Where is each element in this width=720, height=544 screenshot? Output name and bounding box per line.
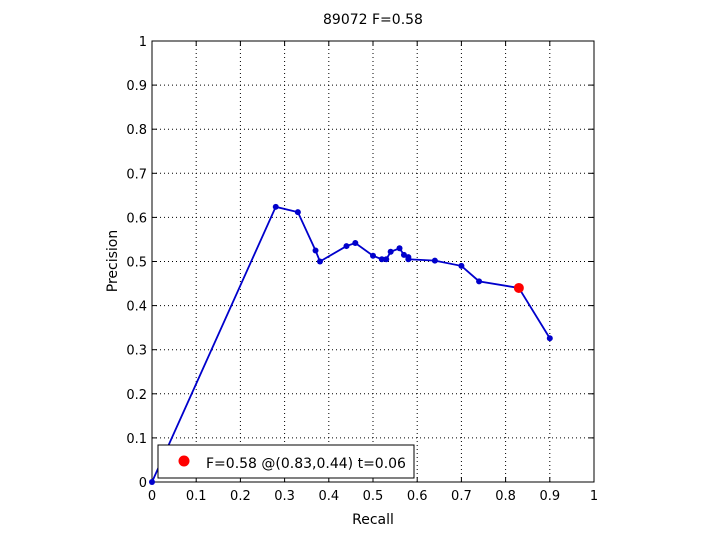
x-tick-label: 0.2 xyxy=(230,489,251,504)
pr-point xyxy=(378,256,385,263)
pr-point xyxy=(149,479,155,485)
y-axis-label: Precision xyxy=(105,230,121,292)
pr-point xyxy=(312,247,319,254)
pr-point xyxy=(396,245,403,252)
y-tick-label: 0.8 xyxy=(126,123,147,138)
best-f-point xyxy=(513,282,524,293)
x-tick-label: 1 xyxy=(590,489,598,504)
y-tick-label: 0.9 xyxy=(126,79,147,94)
legend: F=0.58 @(0.83,0.44) t=0.06 xyxy=(157,444,415,479)
pr-point xyxy=(458,262,465,269)
y-tick-label: 0.1 xyxy=(126,432,147,447)
y-tick-label: 0.4 xyxy=(126,300,147,315)
pr-point xyxy=(405,256,412,263)
chart-title: 89072 F=0.58 xyxy=(323,12,423,28)
legend-box xyxy=(157,444,415,479)
y-tick-label: 0.3 xyxy=(126,344,147,359)
x-tick-label: 0.4 xyxy=(318,489,339,504)
x-axis-label: Recall xyxy=(352,512,394,528)
x-tick-label: 0.7 xyxy=(451,489,472,504)
x-tick-label: 0.6 xyxy=(407,489,428,504)
y-tick-label: 1 xyxy=(139,35,147,50)
pr-point xyxy=(476,278,483,285)
x-tick-label: 0.1 xyxy=(186,489,207,504)
y-tick-label: 0.7 xyxy=(126,167,147,182)
pr-point xyxy=(383,256,390,263)
series-group xyxy=(149,203,553,485)
pr-point xyxy=(370,252,376,259)
pr-curve-line xyxy=(151,205,551,483)
y-tick-label: 0.2 xyxy=(126,388,147,403)
pr-point xyxy=(387,248,394,255)
y-tick-label: 0 xyxy=(139,476,147,491)
pr-point xyxy=(431,257,438,264)
pr-point xyxy=(352,239,359,246)
y-tick-label: 0.5 xyxy=(126,256,147,271)
pr-point xyxy=(546,335,553,342)
pr-point xyxy=(343,243,350,250)
x-tick-label: 0.8 xyxy=(495,489,516,504)
legend-label: F=0.58 @(0.83,0.44) t=0.06 xyxy=(206,456,406,472)
pr-point xyxy=(272,203,279,210)
pr-point xyxy=(294,209,301,216)
pr-point xyxy=(316,258,323,265)
legend-marker xyxy=(178,455,190,467)
axis-ticks: 0 0.1 0.2 0.3 0.4 0.5 0.6 0.7 0.8 0.9 1 0 0.1 0.2 0.3 0… xyxy=(126,35,598,504)
grid xyxy=(152,41,594,482)
x-tick-label: 0.5 xyxy=(363,489,384,504)
pr-point xyxy=(400,251,407,258)
x-tick-label: 0.9 xyxy=(539,489,560,504)
x-tick-label: 0 xyxy=(148,489,156,504)
x-tick-label: 0.3 xyxy=(274,489,295,504)
y-tick-label: 0.6 xyxy=(126,211,147,226)
